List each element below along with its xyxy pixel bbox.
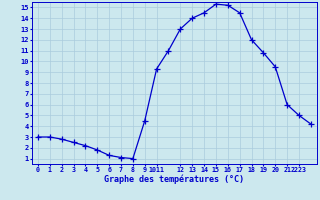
X-axis label: Graphe des températures (°C): Graphe des températures (°C) — [104, 175, 244, 184]
